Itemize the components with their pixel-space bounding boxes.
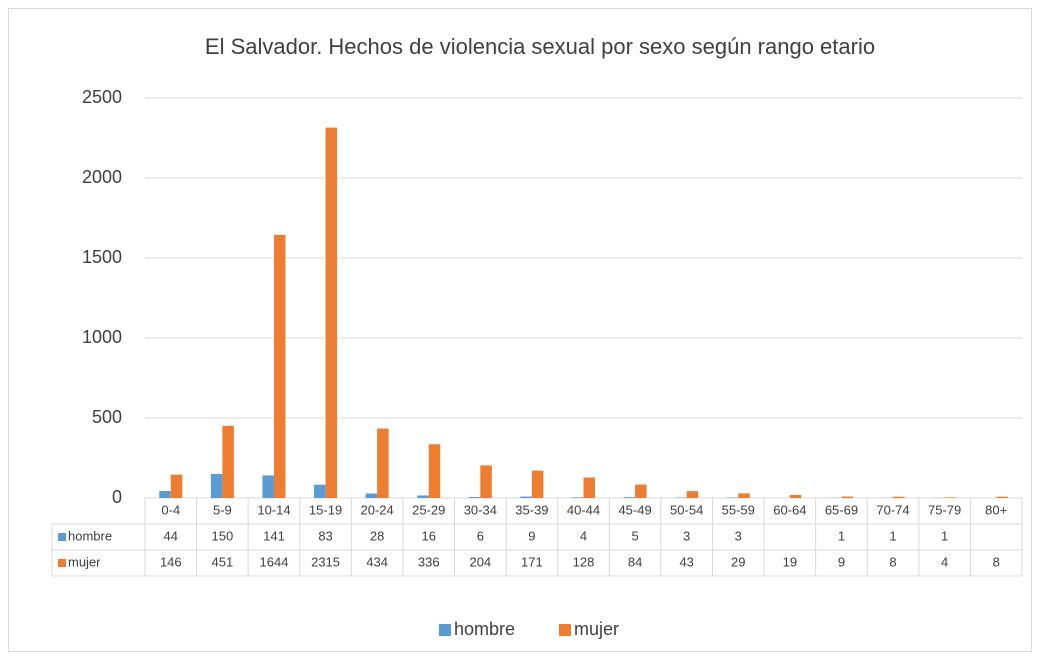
bar	[687, 491, 699, 498]
table-value: 8	[993, 554, 1000, 569]
x-tick-label: 40-44	[567, 502, 600, 517]
bar	[429, 444, 441, 498]
bar	[417, 495, 429, 498]
table-legend-key	[58, 559, 66, 567]
table-value: 146	[160, 554, 182, 569]
y-tick-label: 1500	[82, 247, 122, 267]
table-value: 43	[679, 554, 693, 569]
x-tick-label: 20-24	[361, 502, 394, 517]
bar	[211, 474, 223, 498]
table-value: 150	[212, 528, 234, 543]
table-value: 6	[477, 528, 484, 543]
table-value: 336	[418, 554, 440, 569]
bar	[222, 426, 234, 498]
x-tick-label: 10-14	[257, 502, 290, 517]
x-tick-label: 60-64	[773, 502, 806, 517]
bar	[572, 497, 584, 498]
legend-key	[559, 624, 571, 636]
x-tick-label: 5-9	[213, 502, 232, 517]
x-tick-label: 75-79	[928, 502, 961, 517]
table-value: 4	[941, 554, 948, 569]
table-legend-key	[58, 533, 66, 541]
y-tick-label: 1000	[82, 327, 122, 347]
table-value: 5	[631, 528, 638, 543]
table-value: 3	[683, 528, 690, 543]
table-value: 141	[263, 528, 285, 543]
x-tick-label: 65-69	[825, 502, 858, 517]
table-value: 19	[783, 554, 797, 569]
x-tick-label: 45-49	[618, 502, 651, 517]
table-value: 1	[941, 528, 948, 543]
table-value: 28	[370, 528, 384, 543]
legend-key	[439, 624, 451, 636]
bar	[996, 497, 1008, 498]
y-tick-label: 2500	[82, 87, 122, 107]
table-value: 1644	[260, 554, 289, 569]
table-value: 171	[521, 554, 543, 569]
x-tick-label: 15-19	[309, 502, 342, 517]
bar	[469, 497, 481, 498]
bar	[790, 495, 802, 498]
x-tick-label: 30-34	[464, 502, 497, 517]
bar	[159, 491, 171, 498]
table-row-header: mujer	[68, 554, 101, 569]
table-value: 83	[318, 528, 332, 543]
x-tick-label: 70-74	[876, 502, 909, 517]
table-value: 1	[889, 528, 896, 543]
table-value: 16	[422, 528, 436, 543]
x-tick-label: 25-29	[412, 502, 445, 517]
chart-title: El Salvador. Hechos de violencia sexual …	[205, 34, 875, 59]
bar	[314, 485, 326, 498]
table-value: 2315	[311, 554, 340, 569]
table-value: 128	[573, 554, 595, 569]
bar	[738, 493, 750, 498]
table-value: 3	[735, 528, 742, 543]
bar	[377, 429, 389, 498]
table-value: 84	[628, 554, 642, 569]
bar	[262, 475, 274, 498]
bar	[841, 497, 853, 498]
table-value: 8	[889, 554, 896, 569]
bar	[624, 497, 636, 498]
legend-label: hombre	[454, 619, 515, 639]
legend-label: mujer	[574, 619, 619, 639]
table-value: 204	[469, 554, 491, 569]
x-tick-label: 35-39	[515, 502, 548, 517]
y-tick-label: 500	[92, 407, 122, 427]
table-row-header: hombre	[68, 528, 112, 543]
table-value: 9	[528, 528, 535, 543]
bar	[520, 497, 532, 498]
x-tick-label: 80+	[985, 502, 1007, 517]
x-tick-label: 0-4	[161, 502, 180, 517]
bar	[480, 465, 492, 498]
table-value: 434	[366, 554, 388, 569]
table-value: 4	[580, 528, 587, 543]
table-value: 9	[838, 554, 845, 569]
table-value: 451	[212, 554, 234, 569]
table-value: 1	[838, 528, 845, 543]
y-tick-label: 2000	[82, 167, 122, 187]
bar	[366, 494, 378, 498]
bar	[274, 235, 286, 498]
bar	[584, 478, 596, 498]
x-tick-label: 55-59	[722, 502, 755, 517]
bar	[326, 128, 338, 498]
bar	[945, 497, 957, 498]
bar	[171, 475, 183, 498]
bar	[635, 485, 647, 498]
table-value: 44	[164, 528, 178, 543]
y-tick-label: 0	[112, 487, 122, 507]
bar	[893, 497, 905, 498]
x-tick-label: 50-54	[670, 502, 703, 517]
table-value: 29	[731, 554, 745, 569]
bar	[532, 471, 544, 498]
